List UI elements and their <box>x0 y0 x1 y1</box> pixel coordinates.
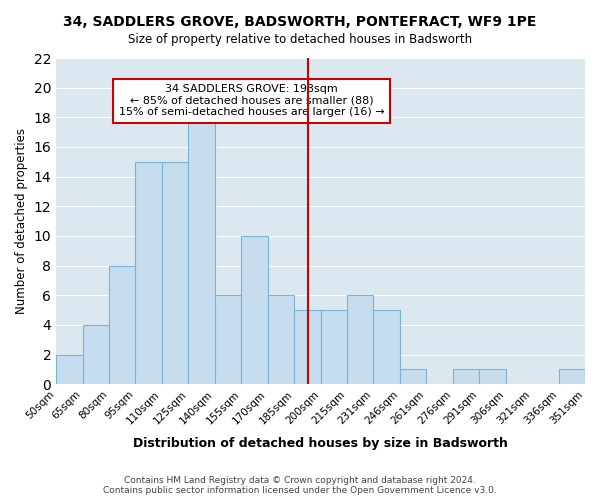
Bar <box>347 295 373 384</box>
Y-axis label: Number of detached properties: Number of detached properties <box>15 128 28 314</box>
Bar <box>56 354 83 384</box>
Bar <box>453 370 479 384</box>
Bar <box>188 118 215 384</box>
Bar <box>479 370 506 384</box>
Text: Size of property relative to detached houses in Badsworth: Size of property relative to detached ho… <box>128 32 472 46</box>
X-axis label: Distribution of detached houses by size in Badsworth: Distribution of detached houses by size … <box>133 437 508 450</box>
Bar <box>268 295 294 384</box>
Bar <box>320 310 347 384</box>
Bar <box>109 266 136 384</box>
Bar <box>162 162 188 384</box>
Bar <box>241 236 268 384</box>
Bar <box>373 310 400 384</box>
Text: 34, SADDLERS GROVE, BADSWORTH, PONTEFRACT, WF9 1PE: 34, SADDLERS GROVE, BADSWORTH, PONTEFRAC… <box>64 15 536 29</box>
Bar <box>215 295 241 384</box>
Bar <box>294 310 320 384</box>
Bar <box>400 370 427 384</box>
Bar <box>83 325 109 384</box>
Bar <box>136 162 162 384</box>
Text: Contains HM Land Registry data © Crown copyright and database right 2024.
Contai: Contains HM Land Registry data © Crown c… <box>103 476 497 495</box>
Text: 34 SADDLERS GROVE: 193sqm
← 85% of detached houses are smaller (88)
15% of semi-: 34 SADDLERS GROVE: 193sqm ← 85% of detac… <box>119 84 385 117</box>
Bar <box>559 370 585 384</box>
